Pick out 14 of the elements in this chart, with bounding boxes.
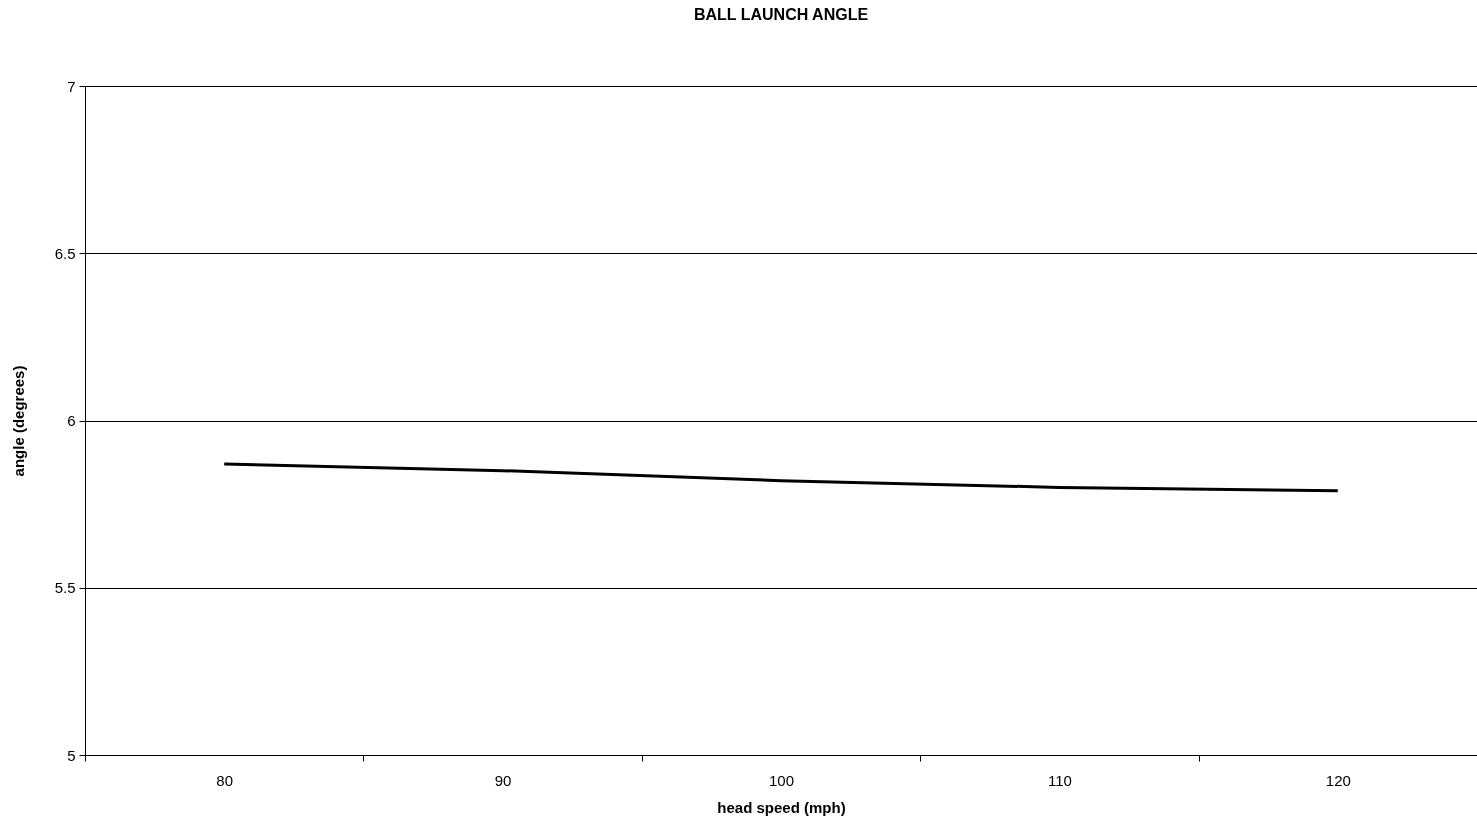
y-tick-label: 6.5 — [54, 244, 76, 262]
x-tick-label: 100 — [768, 771, 795, 789]
x-axis-title: head speed (mph) — [717, 798, 846, 816]
x-tick-label: 110 — [1047, 771, 1072, 789]
line-series — [222, 462, 1340, 493]
x-tick-label: 80 — [216, 771, 234, 789]
x-tick-label: 120 — [1325, 771, 1351, 789]
x-tick-label: 90 — [494, 771, 512, 789]
y-tick-label: 5 — [67, 746, 76, 764]
y-tick-label: 7 — [67, 77, 76, 95]
chart-title: BALL LAUNCH ANGLE — [693, 6, 869, 23]
y-tick-label: 6 — [67, 412, 76, 429]
y-axis-title: angle (degrees) — [9, 365, 27, 477]
y-tick-label: 5.5 — [54, 579, 76, 597]
